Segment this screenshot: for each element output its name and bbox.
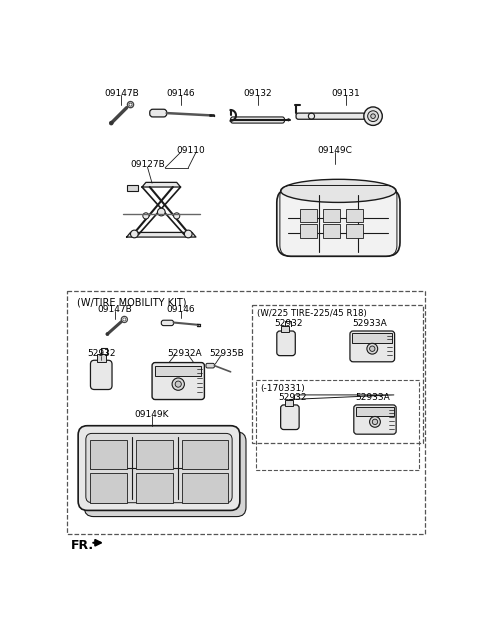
Circle shape — [370, 346, 375, 352]
FancyBboxPatch shape — [161, 320, 174, 325]
Bar — [182, 440, 228, 469]
Circle shape — [109, 121, 113, 125]
Bar — [182, 474, 228, 502]
Text: 09147B: 09147B — [104, 89, 139, 98]
Circle shape — [368, 111, 378, 122]
Circle shape — [106, 333, 109, 335]
Text: 09149K: 09149K — [135, 410, 169, 420]
Circle shape — [143, 213, 149, 219]
Circle shape — [370, 416, 380, 427]
Text: 09146: 09146 — [166, 89, 195, 98]
FancyBboxPatch shape — [90, 360, 112, 389]
Bar — [155, 365, 201, 376]
Text: 52932: 52932 — [87, 349, 116, 358]
Polygon shape — [127, 232, 196, 237]
Bar — [281, 325, 289, 332]
Text: (W/TIRE MOBILITY KIT): (W/TIRE MOBILITY KIT) — [77, 297, 186, 307]
Text: 09149C: 09149C — [317, 146, 352, 155]
FancyBboxPatch shape — [277, 331, 295, 355]
FancyBboxPatch shape — [350, 331, 395, 362]
Circle shape — [367, 344, 378, 354]
Bar — [256, 379, 419, 470]
Circle shape — [172, 378, 184, 390]
Text: 52933A: 52933A — [356, 393, 390, 403]
Bar — [127, 185, 138, 191]
Text: 09110: 09110 — [176, 146, 205, 155]
FancyBboxPatch shape — [206, 364, 215, 368]
FancyBboxPatch shape — [277, 188, 400, 256]
FancyBboxPatch shape — [230, 117, 285, 123]
Circle shape — [175, 381, 181, 387]
Text: 52932A: 52932A — [167, 349, 202, 358]
Text: 52935B: 52935B — [209, 349, 244, 358]
FancyBboxPatch shape — [86, 433, 232, 502]
FancyBboxPatch shape — [84, 432, 246, 517]
Polygon shape — [142, 182, 180, 187]
Bar — [300, 224, 317, 238]
FancyBboxPatch shape — [78, 426, 240, 511]
FancyBboxPatch shape — [281, 405, 299, 430]
Text: 52932: 52932 — [278, 393, 306, 403]
Bar — [136, 440, 173, 469]
FancyBboxPatch shape — [152, 362, 204, 399]
Text: FR.: FR. — [71, 539, 94, 551]
Text: 09147B: 09147B — [98, 305, 132, 314]
Text: (-170331): (-170331) — [261, 384, 305, 393]
Bar — [90, 474, 127, 502]
Bar — [346, 208, 363, 222]
Bar — [67, 291, 425, 534]
Bar — [300, 208, 317, 222]
Bar — [96, 354, 106, 362]
Text: 09131: 09131 — [332, 89, 360, 98]
Bar — [90, 440, 127, 469]
Circle shape — [174, 213, 180, 219]
Text: 09146: 09146 — [166, 305, 195, 314]
FancyBboxPatch shape — [354, 405, 396, 434]
Text: (W/225 TIRE-225/45 R18): (W/225 TIRE-225/45 R18) — [257, 310, 367, 318]
Bar — [323, 224, 340, 238]
Bar — [285, 399, 293, 406]
Ellipse shape — [281, 180, 396, 202]
Bar — [323, 208, 340, 222]
Circle shape — [364, 107, 382, 126]
Bar — [252, 305, 423, 443]
Text: 09127B: 09127B — [131, 160, 165, 169]
Text: 52933A: 52933A — [352, 318, 386, 328]
Bar — [356, 407, 394, 416]
Bar — [352, 333, 392, 342]
Circle shape — [371, 114, 375, 119]
Bar — [136, 474, 173, 502]
FancyBboxPatch shape — [150, 109, 167, 117]
Circle shape — [157, 208, 165, 216]
Text: 52932: 52932 — [274, 318, 302, 328]
Circle shape — [131, 230, 138, 238]
Text: 09132: 09132 — [243, 89, 272, 98]
Bar — [346, 224, 363, 238]
Circle shape — [372, 419, 378, 425]
Circle shape — [184, 230, 192, 238]
FancyBboxPatch shape — [296, 113, 365, 119]
